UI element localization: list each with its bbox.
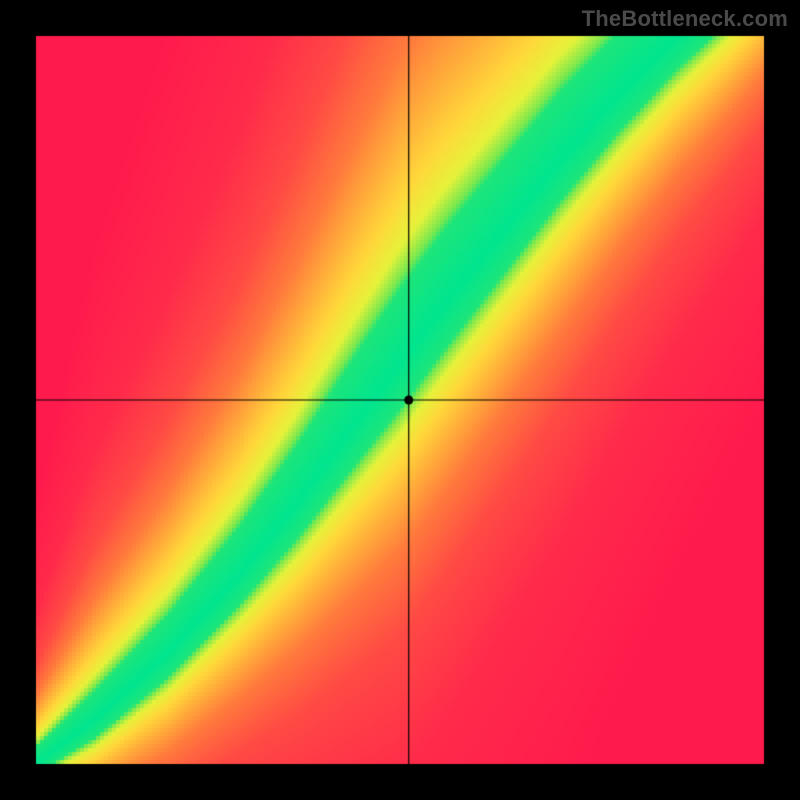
bottleneck-heatmap xyxy=(0,0,800,800)
chart-container: TheBottleneck.com xyxy=(0,0,800,800)
watermark-text: TheBottleneck.com xyxy=(582,6,788,32)
